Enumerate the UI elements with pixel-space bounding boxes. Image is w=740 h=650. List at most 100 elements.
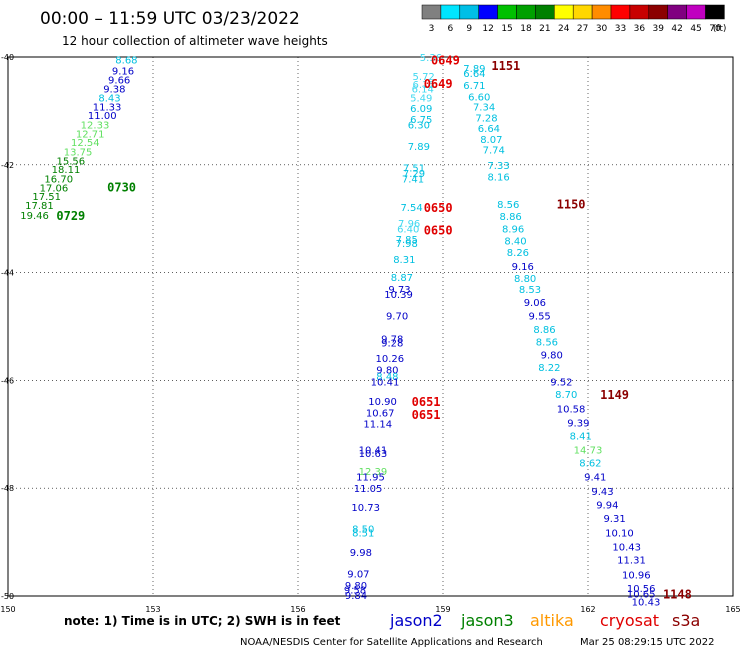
x-tick-label: 165 [725,605,740,614]
wave-height-value: 8.16 [487,173,509,184]
wave-height-value: 10.63 [359,449,388,460]
axis-ticks: 150 153 156 159 162 165 -40 -42 -44 -46 -48 -50 [0,53,740,614]
satellite-legend-item: s3a [672,611,700,630]
wave-height-value: 18.11 [52,165,81,176]
wave-height-value: 17.51 [32,192,61,203]
colorbar-swatch [572,4,593,20]
wave-height-value: 6.60 [468,92,490,103]
wave-height-value: 8.68 [115,56,137,67]
x-tick-label: 153 [145,605,160,614]
wave-height-value: 8.96 [502,224,524,235]
wave-height-value: 9.80 [376,366,398,377]
colorbar-label: 30 [596,24,608,34]
wave-height-value: 7.96 [398,219,420,230]
wave-height-value: 10.41 [371,377,400,388]
wave-height-value: 6.14 [412,84,434,95]
wave-height-value: 12.39 [359,467,388,478]
colorbar-swatch [459,4,479,20]
satellite-legend-item: jason2 [389,611,443,630]
wave-height-value: 9.28 [381,339,403,350]
wave-height-value: 9.38 [103,84,125,95]
colorbar-swatch [610,4,631,20]
wave-height-value: 9.43 [591,487,613,498]
satellite-legend-item: altika [530,611,574,630]
chart-subtitle: 12 hour collection of altimeter wave hei… [62,34,328,48]
footer-note: note: 1) Time is in UTC; 2) SWH is in fe… [64,614,341,628]
time-label: 0650 [424,223,453,237]
colorbar-swatch [648,4,668,20]
time-label: 0651 [412,408,441,422]
wave-height-value: 8.26 [507,248,529,259]
wave-height-value: 19.46 [20,211,49,222]
y-tick-label: -42 [1,161,14,170]
wave-height-value: 8.87 [391,273,413,284]
wave-height-value: 6.09 [410,104,432,115]
footer-timestamp: Mar 25 08:29:15 UTC 2022 [580,637,715,648]
x-tick-label: 150 [0,605,15,614]
wave-height-value: 10.39 [384,290,413,301]
colorbar-swatch [705,4,725,20]
x-tick-label: 162 [580,605,595,614]
colorbar-swatch [516,4,536,20]
wave-height-value: 7.89 [463,64,485,75]
satellite-legend-item: jason3 [460,611,514,630]
time-label: 0730 [107,180,136,194]
wave-height-value: 8.43 [98,93,120,104]
wave-height-value: 7.34 [473,103,495,114]
y-tick-label: -40 [1,53,14,62]
wave-height-value: 11.00 [88,111,117,122]
x-tick-label: 156 [290,605,305,614]
time-label: 1149 [600,388,629,402]
satellite-legend-item: cryosat [600,611,659,630]
plot-frame [7,56,734,597]
wave-height-value: 7.85 [396,235,418,246]
colorbar-label: 21 [539,24,550,34]
wave-height-value: 16.70 [44,174,73,185]
wave-height-value: 17.81 [25,201,54,212]
time-label: 0650 [424,201,453,215]
wave-height-value: 6.30 [408,120,430,131]
wave-height-value: 9.70 [386,312,408,323]
colorbar-label: 27 [577,24,588,34]
chart-title: 00:00 – 11:59 UTC 03/23/2022 [40,9,300,29]
wave-height-value: 10.96 [622,570,651,581]
wave-height-value: 10.41 [359,445,388,456]
wave-height-value: 5.72 [413,72,435,83]
wave-height-value: 9.07 [347,569,369,580]
wave-height-value: 7.98 [396,239,418,250]
wave-height-value: 9.06 [524,298,546,309]
wave-height-value: 17.06 [40,183,69,194]
wave-height-value: 9.41 [584,472,606,483]
colorbar-label: 39 [653,24,665,34]
wave-height-value: 11.33 [93,103,122,114]
wave-height-value: 7.74 [483,146,505,157]
time-label: 0649 [431,54,460,68]
wave-height-value: 8.56 [536,338,558,349]
wave-height-value: 9.31 [603,514,625,525]
wave-height-value: 9.80 [541,351,563,362]
wave-height-value: 5.49 [410,93,432,104]
wave-height-value: 9.84 [345,591,367,602]
y-tick-label: -44 [1,269,14,278]
wave-height-value: 8.40 [504,236,526,247]
wave-height-value: 9.16 [512,262,534,273]
wave-height-value: 8.86 [500,212,522,223]
x-tick-label: 159 [435,605,450,614]
wave-height-value: 10.90 [368,397,397,408]
colorbar-label: 42 [671,24,682,34]
wave-height-value: 8.62 [579,458,601,469]
wave-height-value: 10.73 [351,503,380,514]
wave-height-value: 9.39 [567,418,589,429]
colorbar-swatch [440,4,461,20]
colorbar-swatch [478,4,498,20]
wave-height-value: 7.89 [408,142,430,153]
colorbar-label: 15 [501,24,512,34]
y-tick-label: -46 [1,376,14,385]
time-label: 0729 [56,209,85,223]
wave-height-value: 6.64 [463,69,485,80]
wave-height-value: 7.41 [402,174,424,185]
wave-height-value: 9.52 [550,377,572,388]
wave-height-value: 9.58 [344,586,366,597]
wave-height-value: 9.80 [345,581,367,592]
